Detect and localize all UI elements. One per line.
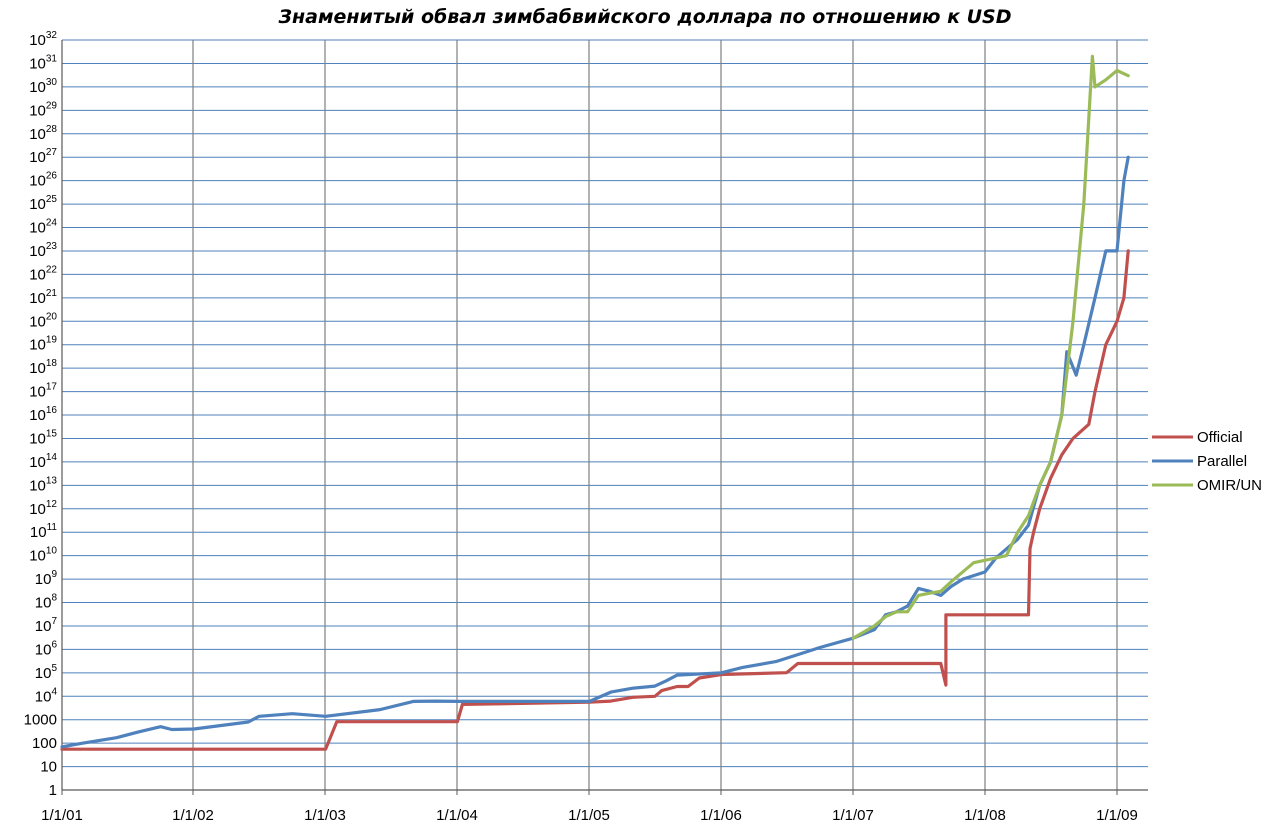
x-tick-label: 1/1/03 (304, 807, 346, 824)
y-tick-label: 1012 (29, 499, 57, 518)
y-tick-label: 1024 (29, 218, 57, 237)
series-lines (60, 54, 1130, 751)
y-tick-label: 106 (35, 639, 58, 658)
y-tick-label: 1022 (29, 264, 57, 283)
x-tick-label: 1/1/06 (700, 807, 742, 824)
legend-label: Official (1197, 429, 1243, 446)
y-tick-label: 109 (35, 569, 58, 588)
y-tick-label: 1031 (29, 53, 57, 72)
y-tick-label: 1029 (29, 100, 57, 119)
x-tick-label: 1/1/09 (1096, 807, 1138, 824)
y-tick-label: 1016 (29, 405, 57, 424)
grid (62, 39, 1148, 791)
y-tick-label: 1010 (29, 546, 57, 565)
y-tick-label: 1032 (29, 30, 57, 49)
chart-title: Знаменитый обвал зимбабвийского доллара … (278, 6, 1012, 28)
x-tick-label: 1/1/05 (568, 807, 610, 824)
x-axis-ticks: 1/1/01 1/1/02 1/1/03 1/1/04 1/1/05 1/1/06 1/1/… (41, 807, 1138, 824)
y-tick-label: 107 (35, 616, 58, 635)
x-tick-label: 1/1/07 (832, 807, 874, 824)
y-tick-label: 1027 (29, 147, 57, 166)
y-tick-label: 1020 (29, 311, 57, 330)
y-tick-label: 1000 (24, 712, 57, 729)
legend-label: Parallel (1197, 453, 1247, 470)
y-tick-label: 1028 (29, 124, 57, 143)
legend-label: OMIR/UN (1197, 477, 1262, 494)
y-tick-label: 1025 (29, 194, 57, 213)
legend: Official Parallel OMIR/UN (1152, 429, 1262, 494)
y-tick-label: 1030 (29, 77, 57, 96)
y-tick-label: 1013 (29, 475, 57, 494)
y-tick-label: 1019 (29, 335, 57, 354)
y-tick-label: 108 (35, 593, 58, 612)
axes (61, 40, 1148, 795)
series-line-omirun (851, 54, 1130, 640)
y-tick-label: 100 (32, 735, 57, 752)
y-tick-label: 1011 (30, 522, 58, 541)
y-tick-label: 1017 (29, 382, 57, 401)
x-tick-label: 1/1/01 (41, 807, 83, 824)
x-tick-label: 1/1/04 (436, 807, 478, 824)
x-tick-label: 1/1/08 (964, 807, 1006, 824)
series-line-parallel (60, 155, 1130, 749)
y-tick-label: 104 (35, 686, 58, 705)
x-tick-label: 1/1/02 (172, 807, 214, 824)
y-tick-label: 1014 (29, 452, 57, 471)
y-tick-label: 1 (49, 782, 57, 799)
y-tick-label: 10 (40, 759, 57, 776)
y-axis-ticks: 1 10 100 1000 104 105 106 107 108 109 1010 1011 1012… (24, 30, 58, 799)
y-tick-label: 1026 (29, 171, 57, 190)
y-tick-label: 1023 (29, 241, 57, 260)
series-line-official (60, 249, 1130, 751)
y-tick-label: 1021 (29, 288, 57, 307)
y-tick-label: 1018 (29, 358, 57, 377)
y-tick-label: 105 (35, 663, 58, 682)
y-tick-label: 1015 (29, 428, 57, 447)
